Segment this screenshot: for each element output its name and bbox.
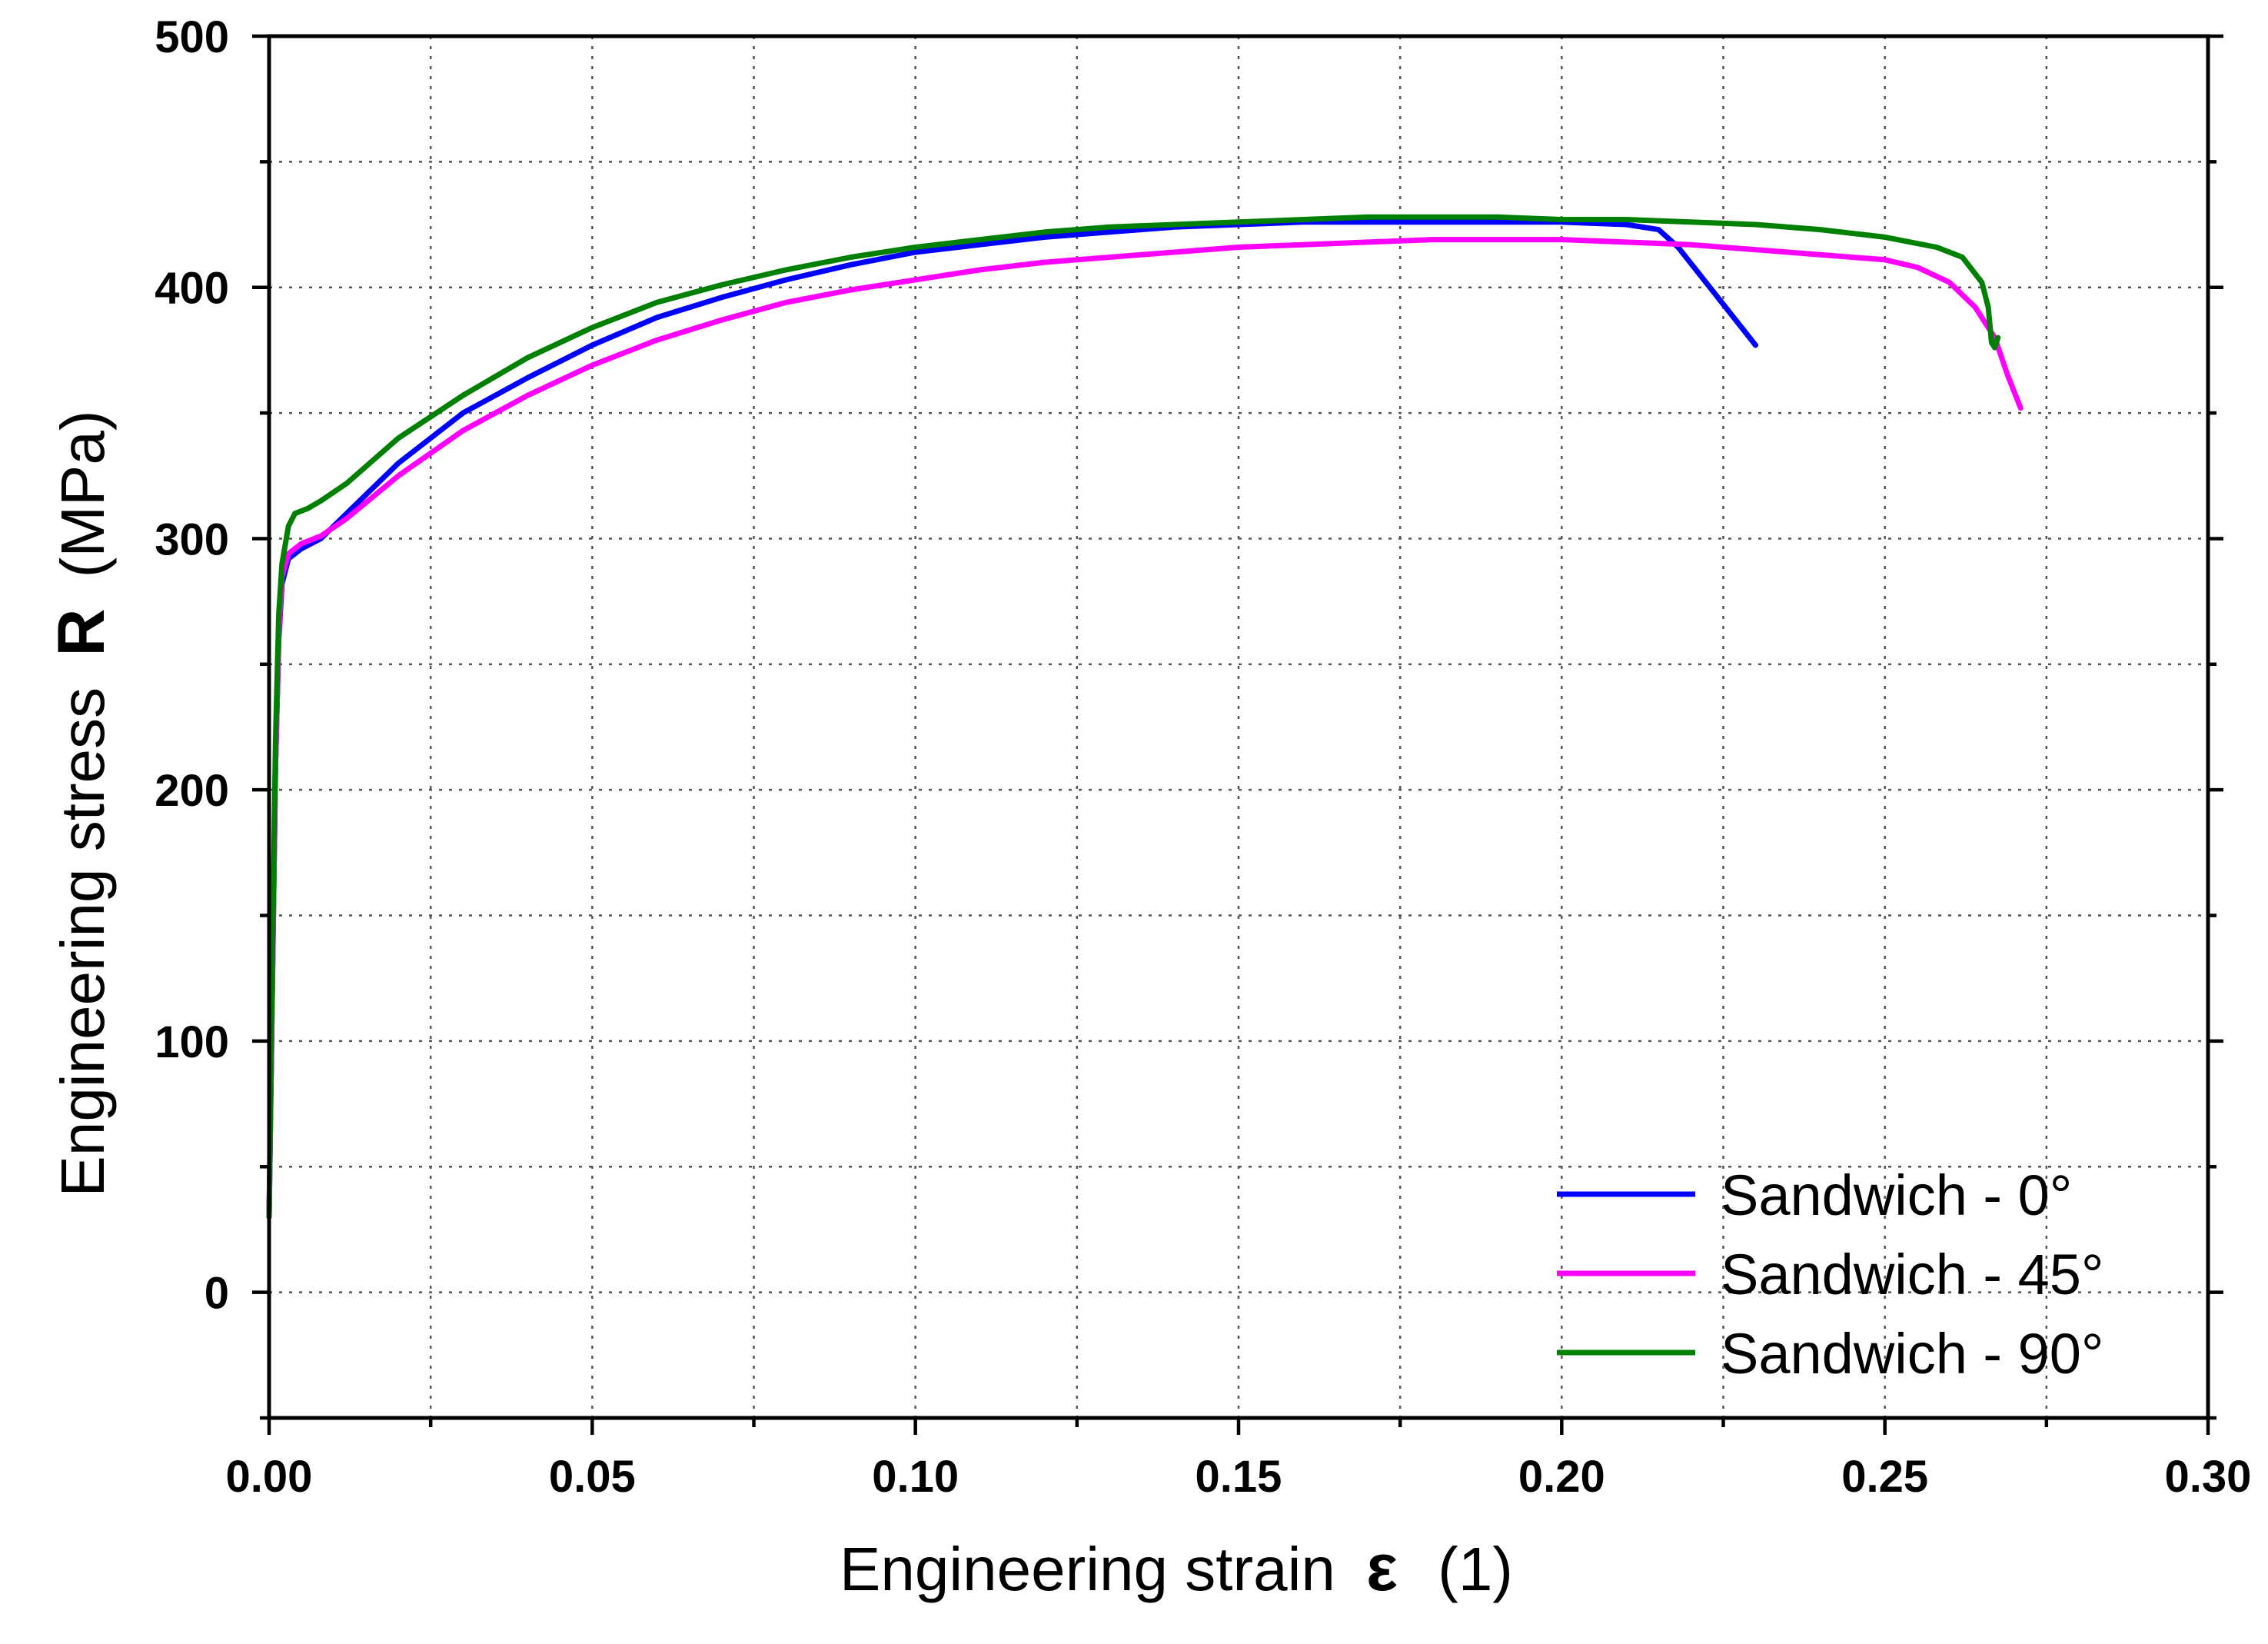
y-axis-symbol: R <box>45 609 118 657</box>
x-axis-unit: (1) <box>1438 1535 1513 1603</box>
y-tick-labels: 0 100 200 300 400 500 <box>155 12 229 1319</box>
x-tick-label: 0.30 <box>2165 1452 2252 1502</box>
legend-entry-2: Sandwich - 90° <box>1557 1322 2104 1386</box>
y-axis-unit: (MPa) <box>48 411 117 578</box>
grid <box>269 36 2208 1418</box>
x-tick-label: 0.20 <box>1518 1452 1605 1502</box>
y-tick-label: 300 <box>155 514 229 564</box>
legend-label-1: Sandwich - 45° <box>1721 1243 2104 1306</box>
y-axis-title: Engineering stress R (MPa) <box>45 411 118 1197</box>
series-line-0 <box>266 219 1758 1220</box>
x-tick-label: 0.15 <box>1196 1452 1282 1502</box>
series-line-1 <box>266 237 2024 1220</box>
x-axis-title-text: Engineering strain <box>840 1535 1335 1603</box>
y-tick-label: 0 <box>205 1269 229 1319</box>
axis-ticks <box>252 34 2223 1435</box>
y-tick-label: 500 <box>155 12 229 62</box>
y-axis-title-text: Engineering stress <box>48 687 117 1197</box>
x-tick-labels: 0.00 0.05 0.10 0.15 0.20 0.25 0.30 <box>226 1452 2252 1502</box>
series-line-2 <box>266 214 2001 1220</box>
legend-entry-0: Sandwich - 0° <box>1557 1163 2072 1227</box>
x-tick-label: 0.25 <box>1841 1452 1928 1502</box>
x-axis-title: Engineering strain ε (1) <box>840 1531 1513 1605</box>
x-axis-symbol: ε <box>1366 1531 1398 1605</box>
x-tick-label: 0.00 <box>226 1452 313 1502</box>
x-tick-label: 0.05 <box>549 1452 636 1502</box>
legend-label-2: Sandwich - 90° <box>1721 1322 2104 1386</box>
y-tick-label: 200 <box>155 766 229 816</box>
series-lines <box>266 214 2024 1220</box>
y-tick-label: 100 <box>155 1017 229 1067</box>
y-tick-label: 400 <box>155 264 229 314</box>
x-tick-label: 0.10 <box>872 1452 959 1502</box>
legend-label-0: Sandwich - 0° <box>1721 1163 2072 1227</box>
legend: Sandwich - 0° Sandwich - 45° Sandwich - … <box>1557 1163 2104 1386</box>
legend-entry-1: Sandwich - 45° <box>1557 1243 2104 1306</box>
